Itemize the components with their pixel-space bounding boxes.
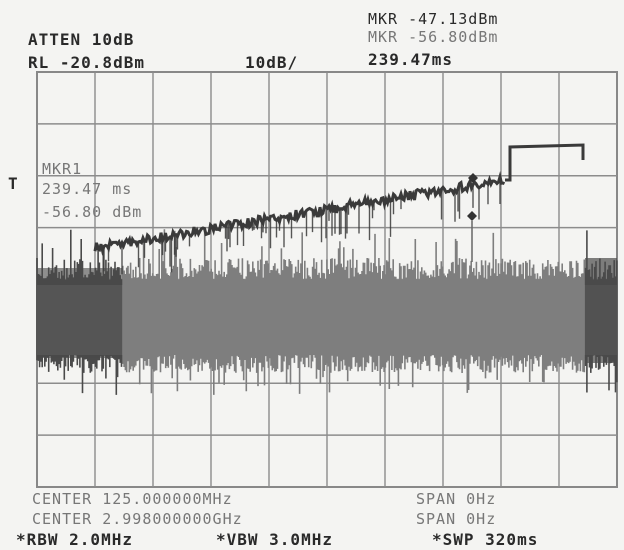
max-hold-trace <box>93 143 585 275</box>
marker-level-annotation: -56.80 dBm <box>42 203 143 221</box>
reference-level-readout: RL -20.8dBm <box>28 53 145 72</box>
marker-symbols <box>467 173 478 262</box>
attenuation-readout: ATTEN 10dB <box>28 30 135 49</box>
marker-readout-2: MKR -56.80dBm <box>368 28 499 46</box>
max-hold-spikes <box>103 176 501 275</box>
max-hold-ramp <box>93 171 506 256</box>
marker-time-annotation: 239.47 ms <box>42 180 133 198</box>
marker-diamond-lower <box>467 211 477 221</box>
scale-readout: 10dB/ <box>245 53 299 72</box>
vbw-readout: *VBW 3.0MHz <box>216 530 333 549</box>
span-readout-2: SPAN 0Hz <box>416 510 497 528</box>
rbw-readout: *RBW 2.0MHz <box>16 530 133 549</box>
noise-trace <box>36 229 618 395</box>
marker-diamond-upper <box>468 173 478 183</box>
marker-label: MKR1 <box>42 160 83 178</box>
span-readout-1: SPAN 0Hz <box>416 490 497 508</box>
sweep-time-readout: *SWP 320ms <box>432 530 539 549</box>
marker-time-readout: 239.47ms <box>368 50 454 69</box>
center-frequency-2: CENTER 2.998000000GHz <box>32 510 243 528</box>
noise-floor-fill-right <box>585 258 617 363</box>
max-hold-step <box>505 143 585 182</box>
center-frequency-1: CENTER 125.000000MHz <box>32 490 233 508</box>
noise-floor-fill-left <box>37 268 122 358</box>
noise-floor-fill <box>37 285 617 355</box>
marker-readout-1: MKR -47.13dBm <box>368 10 499 28</box>
trace-flag: T <box>8 174 19 193</box>
